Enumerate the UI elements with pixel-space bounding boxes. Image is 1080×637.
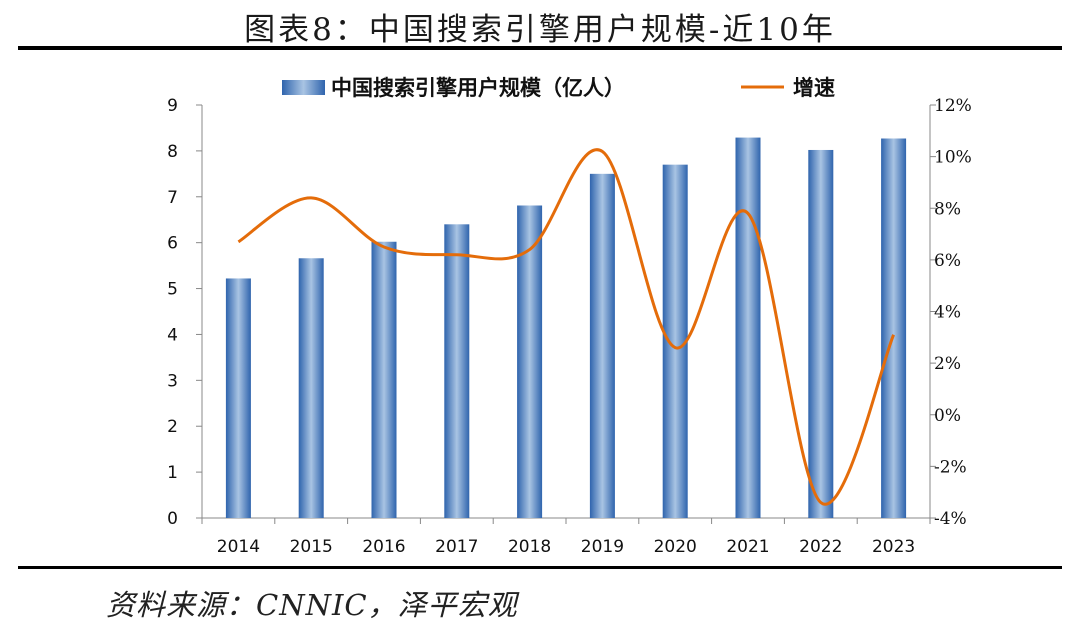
x-tick-label: 2018 xyxy=(508,537,551,557)
x-tick-label: 2014 xyxy=(217,537,260,557)
bar-2022 xyxy=(808,149,834,518)
bottom-rule xyxy=(18,566,1062,569)
legend-bar-swatch xyxy=(282,80,325,95)
figure-title: 图表8：中国搜索引擎用户规模-近10年 xyxy=(244,12,836,48)
left-tick-label: 9 xyxy=(167,96,178,116)
left-tick-label: 6 xyxy=(167,234,178,254)
bar-2018 xyxy=(517,205,543,518)
bar-2019 xyxy=(589,173,615,519)
right-tick-label: -4% xyxy=(934,509,967,529)
left-tick-label: 3 xyxy=(167,371,178,391)
left-tick-label: 7 xyxy=(167,188,178,208)
right-tick-label: 0% xyxy=(934,406,961,426)
left-tick-label: 5 xyxy=(167,280,178,300)
x-tick-label: 2023 xyxy=(872,537,915,557)
bar-2023 xyxy=(881,138,907,518)
right-tick-label: 8% xyxy=(934,199,961,219)
x-tick-label: 2022 xyxy=(799,537,842,557)
bar-2016 xyxy=(371,241,397,518)
right-tick-label: -2% xyxy=(934,457,967,477)
bar-2021 xyxy=(735,137,761,518)
right-tick-label: 6% xyxy=(934,251,961,271)
x-tick-label: 2017 xyxy=(435,537,478,557)
right-tick-label: 10% xyxy=(934,148,972,168)
bar-2015 xyxy=(298,258,324,518)
legend: 中国搜索引擎用户规模（亿人） 增速 xyxy=(282,76,835,100)
bar-2020 xyxy=(662,164,688,518)
x-tick-label: 2016 xyxy=(362,537,405,557)
x-tick-label: 2021 xyxy=(726,537,769,557)
left-tick-label: 1 xyxy=(167,463,178,483)
bar-2014 xyxy=(225,278,251,518)
left-tick-label: 4 xyxy=(167,325,178,345)
x-tick-label: 2020 xyxy=(654,537,697,557)
growth-line xyxy=(237,148,895,506)
source-note: 资料来源：CNNIC，泽平宏观 xyxy=(106,588,518,622)
left-tick-label: 0 xyxy=(167,509,178,529)
legend-line-label: 增速 xyxy=(793,76,835,100)
left-tick-label: 8 xyxy=(167,142,178,162)
x-tick-label: 2019 xyxy=(581,537,624,557)
right-tick-label: 4% xyxy=(934,303,961,323)
left-tick-label: 2 xyxy=(167,417,178,437)
top-rule xyxy=(18,46,1062,50)
bar-2017 xyxy=(444,224,470,519)
x-tick-label: 2015 xyxy=(290,537,333,557)
legend-bar-label: 中国搜索引擎用户规模（亿人） xyxy=(331,76,625,100)
right-tick-label: 12% xyxy=(934,96,972,116)
right-tick-label: 2% xyxy=(934,354,961,374)
